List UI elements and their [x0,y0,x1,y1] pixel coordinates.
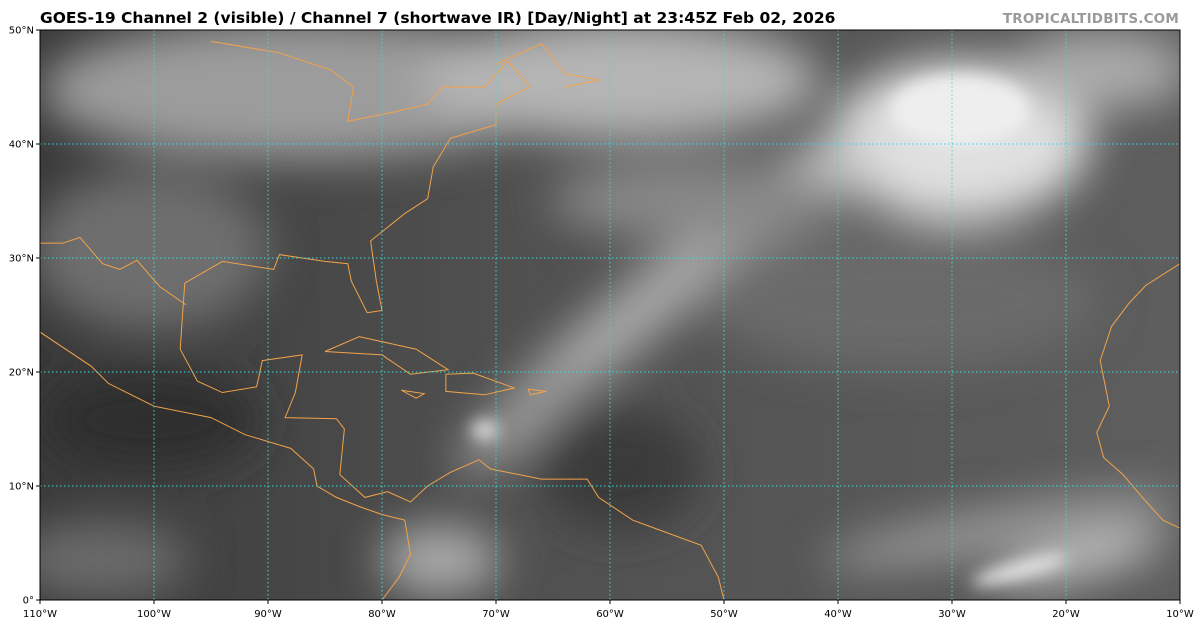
satellite-imagery [40,30,1180,600]
lat-tick-label: 0° [23,596,34,607]
lon-tick-label: 20°W [1052,609,1080,620]
coastline [495,43,599,88]
lon-tick-label: 30°W [938,609,966,620]
watermark: TROPICALTIDBITS.COM [1002,11,1179,27]
lon-tick-label: 110°W [23,609,57,620]
lat-tick-label: 30°N [9,254,34,265]
map-title: GOES-19 Channel 2 (visible) / Channel 7 … [40,9,836,27]
coastline [40,331,412,600]
axis-ticks: 110°W 100°W 90°W 80°W 70°W 60°W 50°W 40°W 30°W 20… [9,26,1194,621]
coastline [210,40,531,122]
lon-tick-label: 70°W [482,609,510,620]
lon-tick-label: 100°W [137,609,171,620]
lat-tick-label: 10°N [9,482,34,493]
coastline [40,236,187,306]
lat-tick-label: 40°N [9,140,34,151]
lon-tick-label: 60°W [596,609,624,620]
coastline [401,389,426,399]
lon-tick-label: 40°W [824,609,852,620]
coastline [527,388,547,396]
graticule [40,30,1180,600]
coastline [1096,263,1180,529]
coastline [445,372,517,396]
coastline [179,86,725,600]
lon-tick-label: 90°W [254,609,282,620]
lon-tick-label: 10°W [1166,609,1194,620]
lon-tick-label: 80°W [368,609,396,620]
lat-tick-label: 20°N [9,368,34,379]
lat-tick-label: 50°N [9,26,34,37]
lon-tick-label: 50°W [710,609,738,620]
